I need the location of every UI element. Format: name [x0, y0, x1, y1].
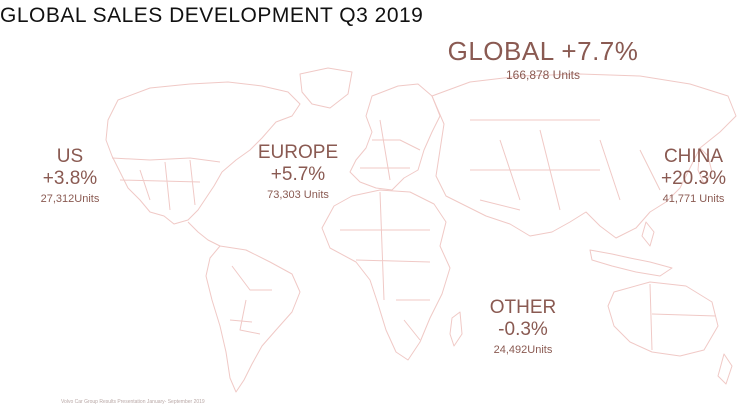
region-us: US +3.8% 27,312Units	[20, 146, 120, 206]
region-name: EUROPE	[257, 142, 339, 163]
global-summary: GLOBAL +7.7% 166,878 Units	[418, 36, 668, 83]
new-zealand-outline	[717, 353, 733, 385]
madagascar-outline	[449, 311, 463, 347]
canada-border	[111, 157, 221, 163]
region-units: 24,492Units	[493, 344, 553, 356]
philippines-outline	[641, 221, 655, 247]
region-other: OTHER -0.3% 24,492Units	[473, 297, 573, 357]
asia-outline	[431, 73, 737, 239]
europe-borders	[360, 119, 421, 181]
africa-outline	[321, 189, 451, 361]
region-change: +20.3%	[661, 168, 726, 189]
region-units: 73,303 Units	[267, 189, 329, 201]
australia-outline	[607, 281, 719, 357]
region-change: -0.3%	[498, 319, 548, 340]
global-units: 166,878 Units	[505, 68, 581, 82]
region-name: CHINA	[663, 146, 724, 167]
us-states-lines	[119, 159, 201, 211]
north-america-outline	[105, 81, 301, 225]
region-europe: EUROPE +5.7% 73,303 Units	[238, 142, 358, 202]
asia-borders	[470, 119, 661, 211]
region-units: 41,771 Units	[662, 193, 725, 205]
region-china: CHINA +20.3% 41,771 Units	[642, 146, 745, 206]
africa-borders	[340, 191, 431, 341]
greenland-outline	[299, 67, 353, 109]
global-change: GLOBAL +7.7%	[447, 36, 639, 66]
region-units: 27,312Units	[40, 193, 100, 205]
footer-note: Volvo Car Group Results Presentation Jan…	[61, 399, 205, 405]
region-name: OTHER	[489, 297, 557, 318]
region-change: +5.7%	[270, 164, 326, 185]
region-name: US	[56, 146, 84, 167]
europe-outline	[349, 83, 441, 191]
indonesia-outline	[589, 249, 673, 277]
region-change: +3.8%	[42, 168, 98, 189]
central-america-outline	[187, 221, 221, 247]
page-title: GLOBAL SALES DEVELOPMENT Q3 2019	[0, 4, 424, 27]
australia-borders	[649, 283, 717, 351]
south-america-outline	[205, 245, 301, 393]
japan-outline	[697, 147, 713, 185]
south-america-borders	[229, 265, 272, 335]
